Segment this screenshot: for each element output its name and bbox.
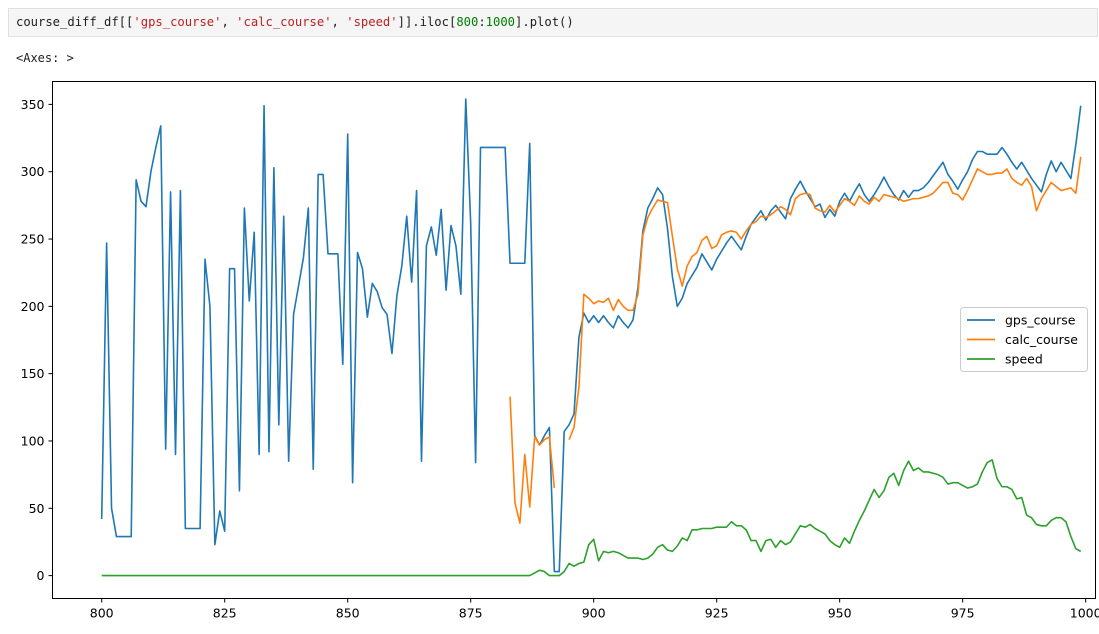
- series-line-calc_course-1: [568, 156, 1082, 440]
- x-tick-label-925: 925: [705, 606, 729, 621]
- code-line[interactable]: course_diff_df[['gps_course', 'calc_cour…: [16, 15, 574, 29]
- code-col-calc: 'calc_course': [236, 15, 332, 29]
- legend-box: [960, 307, 1088, 372]
- y-tick-label-300: 300: [21, 164, 45, 179]
- code-end: 1000: [485, 15, 516, 29]
- code-colon: :: [478, 15, 486, 29]
- code-mid: ]].iloc[: [397, 15, 457, 29]
- x-tick-label-950: 950: [828, 606, 852, 621]
- code-col-speed: 'speed': [346, 15, 398, 29]
- series-line-gps_course: [100, 98, 1082, 573]
- x-tick-label-800: 800: [90, 606, 114, 621]
- y-tick-label-100: 100: [21, 433, 45, 448]
- legend-label-speed: speed: [1005, 352, 1043, 367]
- code-suffix: ].plot(): [515, 15, 574, 29]
- code-sep-2: ,: [331, 15, 347, 29]
- y-tick-label-350: 350: [21, 97, 45, 112]
- x-tick-label-825: 825: [213, 606, 237, 621]
- y-tick-label-150: 150: [21, 366, 45, 381]
- x-tick-label-850: 850: [336, 606, 360, 621]
- x-tick-label-1000: 1000: [1070, 606, 1099, 621]
- code-prefix: course_diff_df[[: [16, 15, 134, 29]
- legend-label-gps_course: gps_course: [1005, 313, 1076, 328]
- output-repr: <Axes: >: [16, 51, 74, 65]
- y-tick-label-200: 200: [21, 299, 45, 314]
- code-col-gps: 'gps_course': [133, 15, 222, 29]
- y-tick-label-250: 250: [21, 232, 45, 247]
- series-layer: [100, 98, 1082, 577]
- y-tick-label-0: 0: [37, 568, 45, 583]
- series-line-calc_course-0: [509, 396, 556, 524]
- y-tick-label-50: 50: [29, 501, 45, 516]
- ticks-layer: 800 825 850 875 900 925 950 975 1000 0 50 100 150 200…: [21, 97, 1099, 621]
- code-start: 800: [456, 15, 479, 29]
- legend-label-calc_course: calc_course: [1005, 332, 1078, 347]
- line-chart: 800 825 850 875 900 925 950 975 1000 0 50 100 150 200…: [21, 81, 1099, 621]
- axes-frame: [52, 81, 1096, 599]
- x-tick-label-975: 975: [951, 606, 975, 621]
- x-tick-label-900: 900: [582, 606, 606, 621]
- series-line-speed: [101, 459, 1082, 577]
- code-cell[interactable]: course_diff_df[['gps_course', 'calc_cour…: [8, 8, 1098, 37]
- x-tick-label-875: 875: [459, 606, 483, 621]
- code-sep-1: ,: [221, 15, 237, 29]
